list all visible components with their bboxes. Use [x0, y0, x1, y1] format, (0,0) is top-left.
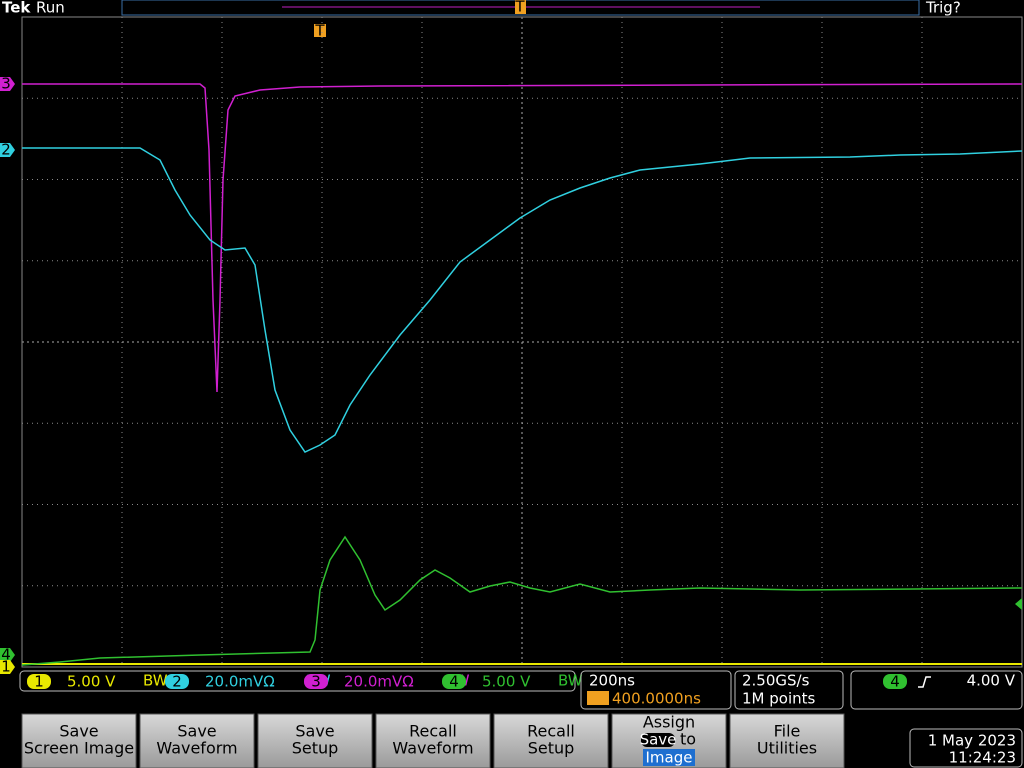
channel-readout [19, 670, 576, 692]
save-badge [641, 733, 675, 747]
menu-button[interactable] [139, 713, 255, 768]
bw-limit: BW [558, 672, 583, 690]
menu-button[interactable] [493, 713, 609, 768]
channel-number: 3 [311, 673, 321, 691]
ch2-trace [22, 147, 1023, 453]
ch3-indicator: 3 [1, 75, 11, 93]
menu-label: Waveform [392, 739, 473, 758]
ch3-trace [22, 83, 1023, 393]
trigger-position-label: T [314, 22, 325, 40]
trigger-status: Trig? [925, 0, 961, 17]
menu-button[interactable] [375, 713, 491, 768]
time-scale: 200ns [589, 672, 635, 690]
trigger-source-badge [883, 674, 907, 689]
menu-label: to [680, 730, 696, 749]
delay: 400.0000ns [612, 690, 701, 708]
run-state: Run [36, 0, 65, 17]
menu-label: Save [177, 722, 216, 741]
menu-button[interactable] [729, 713, 845, 768]
delay-icon [587, 691, 609, 705]
channel-scale: 5.00 V [67, 673, 116, 691]
menu-label: Waveform [156, 739, 237, 758]
trigger-position-marker [314, 24, 326, 37]
channel-badge [27, 674, 51, 689]
menu-label: Recall [527, 722, 575, 741]
record-view [121, 0, 920, 16]
menu-label: Save [640, 731, 677, 749]
trigger-slope [918, 676, 931, 688]
channel-badge [304, 674, 328, 689]
ch4-indicator: 4 [1, 646, 11, 664]
channel-number: 2 [172, 673, 182, 691]
menu-label: Setup [292, 739, 339, 758]
menu-label: File [774, 722, 801, 741]
menu-label: Screen Image [24, 739, 134, 758]
trigger-point-marker [515, 0, 526, 14]
bw-limit: BW [143, 672, 168, 690]
sample-rate: 2.50GS/s [742, 672, 810, 690]
ch1-indicator: 1 [1, 658, 11, 676]
menu-label: Image [646, 749, 693, 767]
channel-number: 1 [34, 673, 44, 691]
menu-label: Setup [528, 739, 575, 758]
ch4-trace [21, 535, 1023, 666]
timebase-box[interactable] [580, 670, 732, 710]
menu-label: Recall [409, 722, 457, 741]
trigger-source: 4 [890, 673, 900, 691]
menu-label: Save [295, 722, 334, 741]
menu-label: Utilities [757, 739, 817, 758]
time: 11:24:23 [949, 749, 1016, 767]
trigger-box[interactable] [850, 670, 1023, 710]
image-highlight [643, 749, 695, 766]
brand: Tek [2, 0, 31, 17]
channel-indicators: 3 2 4 1 [0, 75, 1022, 676]
graticule-border [21, 16, 1023, 668]
date: 1 May 2023 [928, 732, 1016, 750]
channel-badge [442, 674, 466, 689]
trigger-point-label: T [514, 0, 525, 16]
menu-button[interactable] [21, 713, 137, 768]
channel-number: 4 [449, 673, 459, 691]
channel-scale: 20.0mVΩ [344, 673, 414, 691]
trigger-level: 4.00 V [967, 672, 1016, 690]
acquisition-box[interactable] [734, 670, 844, 710]
channel-scale: 5.00 V [482, 673, 531, 691]
channel-badge [165, 674, 189, 689]
menu-label: Save [59, 722, 98, 741]
ch2-indicator: 2 [1, 141, 11, 159]
datetime-box[interactable] [909, 728, 1023, 768]
menu-button[interactable] [257, 713, 373, 768]
record-length: 1M points [742, 690, 816, 708]
channel-scale: 20.0mVΩ [205, 673, 275, 691]
menu-label: Assign [643, 713, 695, 732]
